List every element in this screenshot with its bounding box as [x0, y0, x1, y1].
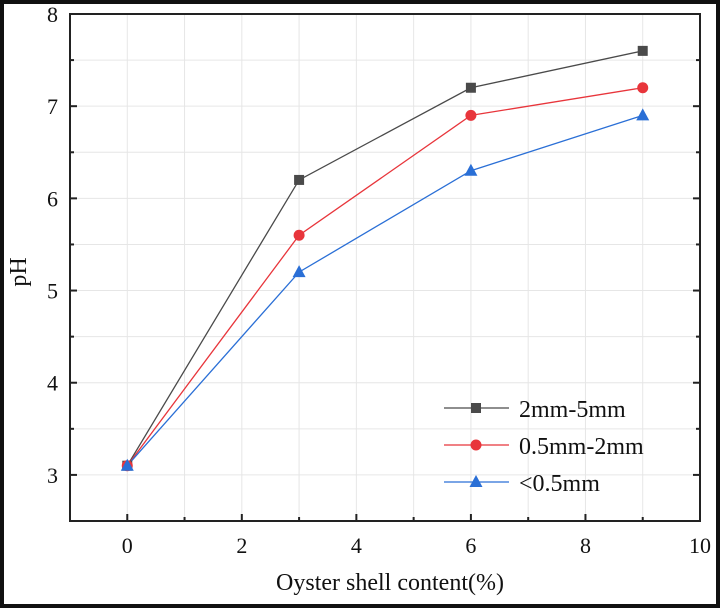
x-axis-label: Oyster shell content(%) [276, 570, 504, 596]
y-tick-label: 4 [47, 371, 58, 396]
y-tick-label: 6 [47, 186, 58, 211]
data-point [294, 174, 305, 185]
legend-marker [470, 439, 482, 451]
data-point [120, 458, 134, 471]
y-tick-label: 7 [47, 94, 58, 119]
data-point [293, 229, 305, 241]
data-point [464, 163, 478, 176]
y-tick-label: 8 [47, 4, 58, 27]
legend-label: <0.5mm [519, 471, 600, 497]
data-point [636, 108, 650, 121]
legend-label: 0.5mm-2mm [519, 434, 644, 460]
data-point [465, 82, 476, 93]
legend-marker [469, 475, 483, 487]
x-tick-label: 4 [351, 533, 362, 558]
y-axis-label: pH [6, 257, 32, 286]
data-point [637, 45, 648, 56]
series-line-0 [126, 50, 643, 467]
series-line-2 [126, 114, 643, 467]
series-line-1 [126, 87, 643, 467]
x-tick-label: 6 [465, 533, 476, 558]
x-tick-label: 8 [580, 533, 591, 558]
data-point [637, 82, 649, 94]
data-point [292, 265, 306, 278]
legend: 2mm-5mm 0.5mm-2mm <0.5mm [444, 397, 644, 497]
series-lines [120, 45, 650, 472]
legend-label: 2mm-5mm [519, 397, 626, 423]
data-point [465, 109, 477, 121]
legend-marker [471, 403, 481, 413]
x-tick-label: 0 [122, 533, 133, 558]
plot-frame [69, 13, 701, 522]
x-tick-label: 10 [689, 533, 711, 558]
y-tick-label: 5 [47, 279, 58, 304]
axis-ticks: 0 2 4 6 8 10 3 4 5 6 7 8 [47, 4, 711, 558]
line-chart: 0 2 4 6 8 10 3 4 5 6 7 8 Oyster shell content(%) pH… [6, 4, 711, 596]
y-tick-label: 3 [47, 463, 58, 488]
x-tick-label: 2 [236, 533, 247, 558]
chart-container: 0 2 4 6 8 10 3 4 5 6 7 8 Oyster shell content(%) pH… [4, 4, 716, 604]
